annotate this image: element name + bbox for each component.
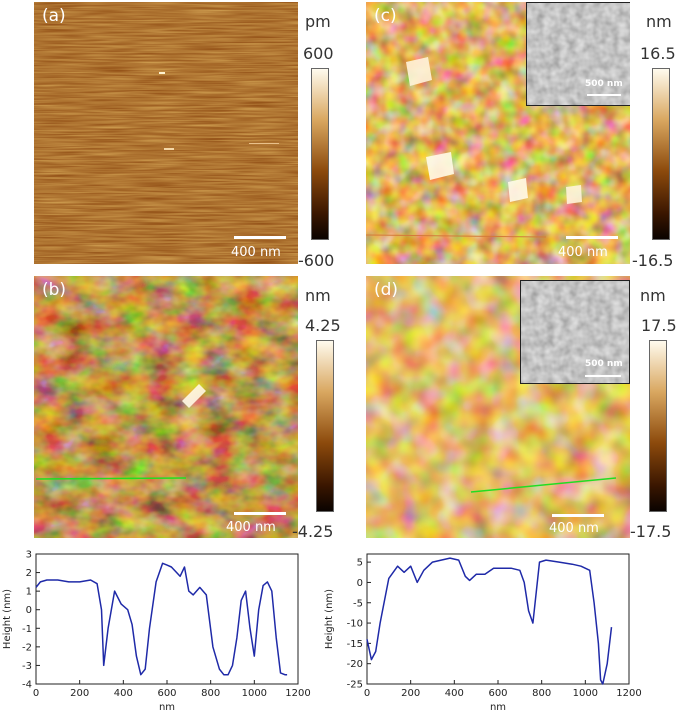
x-axis-label: nm bbox=[490, 702, 506, 710]
afm-image-a: (a) 400 nm bbox=[34, 2, 298, 264]
x-tick-label: 400 bbox=[114, 688, 133, 699]
x-tick-label: 800 bbox=[201, 688, 220, 699]
x-tick-label: 600 bbox=[488, 688, 507, 699]
y-tick-label: -4 bbox=[22, 680, 32, 691]
y-axis-label: Height (nm) bbox=[324, 589, 335, 649]
sem-inset-c: 500 nm bbox=[526, 2, 630, 106]
plot-frame bbox=[35, 553, 299, 685]
y-tick-label: 2 bbox=[26, 568, 32, 579]
height-profile-line bbox=[366, 557, 613, 685]
colorbar-max-b: 4.25 bbox=[305, 316, 341, 335]
x-tick-label: 1000 bbox=[242, 688, 267, 699]
afm-image-b: (b) 400 nm bbox=[34, 276, 298, 538]
scalebar-label-d: 400 nm bbox=[549, 521, 599, 536]
sem-texture-c bbox=[527, 3, 630, 105]
afm-image-c: 500 nm (c) 400 nm bbox=[366, 2, 630, 264]
y-axis-label: Height (nm) bbox=[2, 589, 13, 649]
y-tick-label: -20 bbox=[347, 659, 363, 670]
sem-inset-d: 500 nm bbox=[520, 280, 630, 384]
colorbar-b bbox=[316, 340, 334, 512]
colorbar-max-c: 16.5 bbox=[640, 44, 676, 63]
afm-texture-b bbox=[34, 276, 298, 538]
y-tick-label: -5 bbox=[353, 598, 363, 609]
y-tick-label: -25 bbox=[347, 680, 363, 691]
sem-texture-d bbox=[521, 281, 629, 383]
inset-scalebar-label-c: 500 nm bbox=[585, 79, 623, 89]
afm-image-d: 500 nm (d) 400 nm bbox=[366, 276, 630, 538]
y-tick-label: -3 bbox=[22, 661, 32, 672]
colorbar-c bbox=[652, 68, 670, 240]
y-tick-label: 0 bbox=[357, 578, 363, 589]
x-tick-label: 0 bbox=[33, 688, 39, 699]
panel-label-d: (d) bbox=[374, 280, 399, 300]
panel-label-b: (b) bbox=[42, 280, 67, 300]
x-tick-label: 200 bbox=[401, 688, 420, 699]
height-profile-chart-b: 0 200 400 600 800 1000 1200 3 2 1 0 -1 -2 -3 -4 nm Heigh… bbox=[2, 550, 311, 710]
colorbar-min-d: -17.5 bbox=[630, 522, 672, 541]
x-tick-label: 600 bbox=[157, 688, 176, 699]
colorbar-d bbox=[649, 340, 667, 512]
x-axis-label: nm bbox=[159, 702, 175, 710]
scalebar-label-b: 400 nm bbox=[226, 520, 276, 535]
colorbar-unit-b: nm bbox=[305, 286, 331, 305]
afm-texture-a bbox=[34, 2, 298, 264]
colorbar-min-a: -600 bbox=[298, 251, 335, 270]
x-tick-label: 800 bbox=[532, 688, 551, 699]
x-tick-label: 0 bbox=[364, 688, 370, 699]
y-tick-label: -15 bbox=[347, 639, 363, 650]
x-tick-label: 1200 bbox=[285, 688, 310, 699]
panel-label-a: (a) bbox=[42, 6, 66, 26]
profile-line-b bbox=[35, 477, 187, 480]
colorbar-min-b: -4.25 bbox=[292, 522, 334, 541]
inset-scalebar-label-d: 500 nm bbox=[585, 359, 623, 369]
x-tick-label: 1200 bbox=[616, 688, 641, 699]
scalebar-label-c: 400 nm bbox=[558, 245, 608, 260]
colorbar-a bbox=[311, 68, 329, 240]
scalebar-a bbox=[234, 236, 286, 239]
inset-scalebar-c bbox=[587, 94, 621, 96]
scalebar-c bbox=[566, 236, 618, 239]
x-tick-label: 200 bbox=[70, 688, 89, 699]
inset-scalebar-d bbox=[585, 375, 621, 377]
colorbar-unit-d: nm bbox=[640, 286, 666, 305]
colorbar-unit-c: nm bbox=[646, 12, 672, 31]
x-tick-label: 1000 bbox=[573, 688, 598, 699]
colorbar-min-c: -16.5 bbox=[632, 251, 674, 270]
colorbar-unit-a: pm bbox=[305, 12, 331, 31]
y-tick-label: -1 bbox=[22, 624, 32, 635]
scalebar-d bbox=[552, 514, 604, 517]
y-tick-label: 0 bbox=[26, 605, 32, 616]
y-tick-label: -10 bbox=[347, 619, 363, 630]
profile-line-d bbox=[470, 477, 617, 493]
y-tick-label: -2 bbox=[22, 642, 32, 653]
colorbar-max-a: 600 bbox=[303, 44, 334, 63]
height-profile-line bbox=[35, 562, 288, 676]
height-profile-chart-d: 0 200 400 600 800 1000 1200 5 0 -5 -10 -15 -20 -25 nm H… bbox=[324, 553, 642, 710]
y-tick-label: 1 bbox=[26, 587, 32, 598]
colorbar-max-d: 17.5 bbox=[641, 316, 677, 335]
y-tick-label: 5 bbox=[357, 558, 363, 569]
y-tick-label: 3 bbox=[26, 550, 32, 561]
scalebar-label-a: 400 nm bbox=[231, 245, 281, 260]
scalebar-b bbox=[234, 512, 286, 515]
panel-label-c: (c) bbox=[374, 6, 397, 26]
x-tick-label: 400 bbox=[445, 688, 464, 699]
